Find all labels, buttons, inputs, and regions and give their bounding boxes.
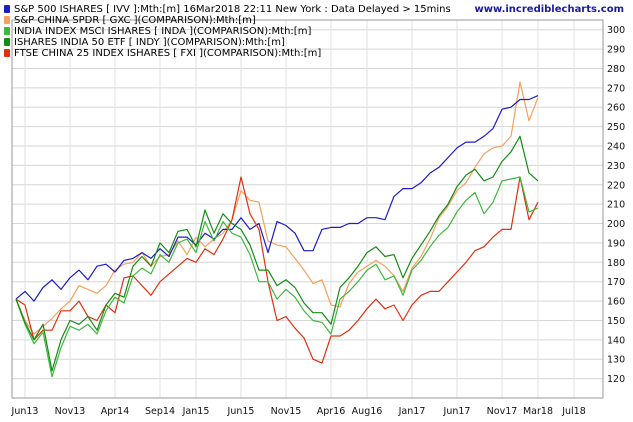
y-tick-label: 140 [607,335,625,346]
legend-entry: FTSE CHINA 25 INDEX ISHARES [ FXI ](COMP… [14,48,321,59]
x-axis: Jun13 Nov13 Apr14 Sep14 Jan15 Jun15 Nov15 Apr16… [11,406,586,417]
x-tick-label: Nov17 [487,406,518,417]
legend-entry: S&P 500 ISHARES [ IVV ]:Mth:[m] 16Mar201… [14,4,451,15]
x-tick-label: Jan17 [398,406,426,417]
legend-entry: S&P CHINA SPDR [ GXC ](COMPARISON):Mth:[… [14,15,256,26]
series-line-2 [15,176,539,378]
y-tick-label: 290 [607,45,625,56]
y-tick-label: 210 [607,200,625,211]
x-tick-label: Sep14 [145,406,175,417]
y-tick-label: 300 [607,25,625,36]
plot-frame [11,19,604,399]
series-line-3 [15,135,539,372]
y-tick-label: 190 [607,238,625,249]
x-tick-label: Jun15 [227,406,255,417]
legend-entry: INDIA INDEX MSCI ISHARES [ INDA ](COMPAR… [14,26,311,37]
y-tick-label: 250 [607,122,625,133]
legend-entry: ISHARES INDIA 50 ETF [ INDY ](COMPARISON… [14,37,285,48]
x-tick-label: Apr16 [317,406,346,417]
x-tick-label: Jun17 [443,406,471,417]
y-tick-label: 240 [607,142,625,153]
y-tick-label: 220 [607,180,625,191]
y-tick-label: 120 [607,374,625,385]
y-tick-label: 230 [607,161,625,172]
series-line-0 [15,95,539,302]
y-tick-label: 260 [607,103,625,114]
watermark: www.incrediblecharts.com [475,4,625,15]
x-tick-label: Nov15 [271,406,302,417]
y-tick-label: 280 [607,64,625,75]
x-tick-label: Jul18 [561,406,586,417]
series-line-1 [15,81,539,335]
legend-swatch [4,38,10,46]
y-tick-label: 130 [607,355,625,366]
y-tick-label: 160 [607,297,625,308]
legend-swatch [4,49,10,57]
x-tick-label: Aug16 [352,406,383,417]
plot-border [11,19,604,399]
series-layer [15,81,539,378]
y-tick-label: 270 [607,83,625,94]
y-tick-label: 170 [607,277,625,288]
series-line-4 [15,176,539,364]
legend-swatch [4,5,10,13]
legend-swatch [4,27,10,35]
legend: S&P 500 ISHARES [ IVV ]:Mth:[m] 16Mar201… [4,4,451,59]
legend-swatch [4,16,10,24]
x-tick-label: Mar18 [523,406,553,417]
x-tick-label: Jun13 [11,406,39,417]
x-tick-label: Jan15 [182,406,210,417]
x-tick-label: Nov13 [55,406,86,417]
y-tick-label: 200 [607,219,625,230]
y-tick-label: 150 [607,316,625,327]
y-axis: 120 130 140 150 160 170 180 190 200 210 220 230 240 2… [607,25,625,385]
x-tick-label: Apr14 [101,406,130,417]
y-tick-label: 180 [607,258,625,269]
grid [12,20,603,398]
